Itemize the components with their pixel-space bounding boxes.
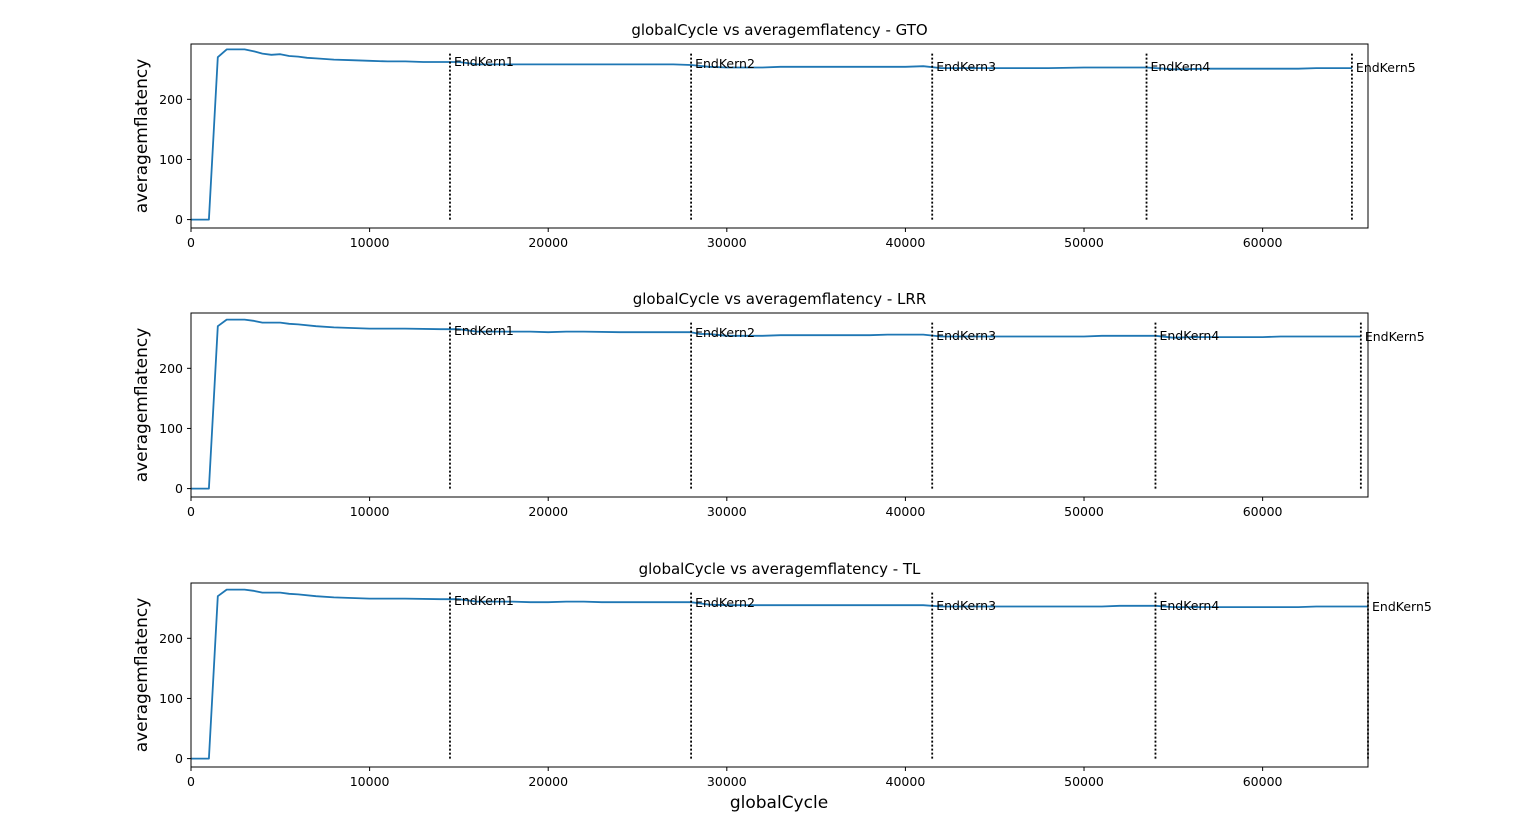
x-tick-label: 0 — [187, 774, 195, 789]
y-tick-label: 0 — [175, 212, 183, 227]
x-tick-label: 10000 — [350, 774, 390, 789]
x-tick-label: 30000 — [707, 504, 747, 519]
y-tick-label: 0 — [175, 481, 183, 496]
chart-title: globalCycle vs averagemflatency - LRR — [633, 290, 927, 308]
y-axis-label: averagemflatency — [132, 328, 152, 483]
x-tick-label: 0 — [187, 235, 195, 250]
x-tick-label: 30000 — [707, 774, 747, 789]
kernel-end-label: EndKern2 — [695, 595, 755, 610]
kernel-end-label: EndKern4 — [1159, 328, 1219, 343]
y-tick-label: 100 — [159, 152, 183, 167]
x-tick-label: 50000 — [1064, 504, 1104, 519]
kernel-end-label: EndKern5 — [1365, 329, 1425, 344]
y-axis-label: averagemflatency — [132, 59, 152, 214]
kernel-end-label: EndKern4 — [1151, 59, 1211, 74]
y-axis-label: averagemflatency — [132, 598, 152, 753]
subplot-2: globalCycle vs averagemflatency - LRR ave… — [132, 290, 1425, 519]
series-line — [191, 318, 1361, 490]
kernel-end-label: EndKern4 — [1159, 598, 1219, 613]
x-tick-label: 60000 — [1243, 774, 1283, 789]
kernel-end-label: EndKern1 — [454, 593, 514, 608]
kernel-end-label: EndKern3 — [936, 328, 996, 343]
series-line — [191, 588, 1368, 760]
x-tick-label: 20000 — [528, 235, 568, 250]
kernel-end-label: EndKern1 — [454, 54, 514, 69]
y-tick-label: 200 — [159, 631, 183, 646]
axes-frame — [190, 312, 1369, 498]
y-tick-label: 100 — [159, 691, 183, 706]
kernel-end-label: EndKern2 — [695, 325, 755, 340]
x-tick-label: 20000 — [528, 504, 568, 519]
subplots: globalCycle vs averagemflatency - GTO ave… — [132, 21, 1432, 789]
x-tick-label: 40000 — [886, 235, 926, 250]
y-tick-label: 100 — [159, 421, 183, 436]
y-tick-label: 0 — [175, 751, 183, 766]
subplot-3: globalCycle vs averagemflatency - TL aver… — [132, 560, 1432, 789]
x-axis-label: globalCycle — [730, 793, 828, 813]
series-line — [191, 48, 1352, 221]
kernel-end-label: EndKern5 — [1356, 60, 1416, 75]
x-tick-label: 40000 — [886, 774, 926, 789]
kernel-end-label: EndKern2 — [695, 56, 755, 71]
x-tick-label: 10000 — [350, 235, 390, 250]
y-tick-label: 200 — [159, 92, 183, 107]
x-tick-label: 60000 — [1243, 504, 1283, 519]
kernel-end-label: EndKern1 — [454, 323, 514, 338]
x-tick-label: 30000 — [707, 235, 747, 250]
kernel-end-label: EndKern3 — [936, 59, 996, 74]
x-tick-label: 20000 — [528, 774, 568, 789]
x-tick-label: 40000 — [886, 504, 926, 519]
x-tick-label: 50000 — [1064, 235, 1104, 250]
chart-title: globalCycle vs averagemflatency - TL — [639, 560, 921, 578]
kernel-end-label: EndKern3 — [936, 598, 996, 613]
y-tick-label: 200 — [159, 361, 183, 376]
axes-frame — [190, 582, 1369, 768]
x-tick-label: 50000 — [1064, 774, 1104, 789]
subplot-1: globalCycle vs averagemflatency - GTO ave… — [132, 21, 1416, 250]
chart-title: globalCycle vs averagemflatency - GTO — [631, 21, 927, 39]
x-tick-label: 10000 — [350, 504, 390, 519]
x-tick-label: 60000 — [1243, 235, 1283, 250]
x-tick-label: 0 — [187, 504, 195, 519]
axes-frame — [190, 43, 1369, 229]
kernel-end-label: EndKern5 — [1372, 599, 1432, 614]
